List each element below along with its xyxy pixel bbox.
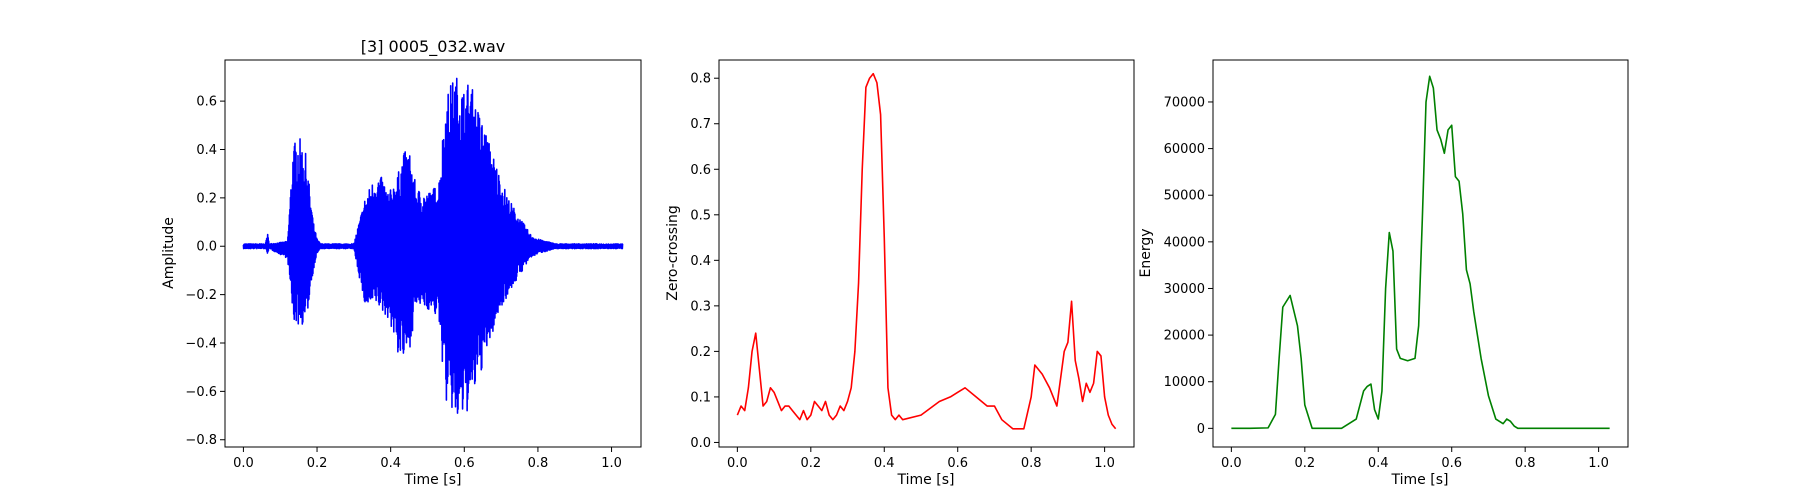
y-tick-label: −0.4 [185, 336, 217, 351]
y-tick-label: 70000 [1164, 95, 1205, 110]
y-tick-label: 0.0 [196, 240, 217, 255]
x-tick-label: 0.2 [1294, 456, 1315, 471]
series-line [736, 72, 1117, 430]
x-tick-label: 0.6 [947, 456, 968, 471]
x-tick-label: 0.2 [800, 456, 821, 471]
y-tick-label: 0.2 [690, 345, 711, 360]
x-tick-label: 0.2 [307, 456, 328, 471]
y-tick-label: 0.5 [690, 208, 711, 223]
x-tick-label: 1.0 [601, 456, 622, 471]
y-tick-label: 0 [1197, 422, 1205, 437]
zero-crossing-panel: 0.0 0.2 0.4 0.6 0.8 1.0 0.0 0.1 0.2 0.3 0.4 0.5 0.6 0… [665, 59, 1135, 488]
x-tick-label: 0.4 [1368, 456, 1389, 471]
y-tick-label: 0.7 [690, 117, 711, 132]
y-tick-label: 10000 [1164, 375, 1205, 390]
y-tick-label: 0.4 [690, 254, 711, 269]
x-tick-label: 0.8 [1021, 456, 1042, 471]
x-tick-label: 0.4 [874, 456, 895, 471]
x-tick-label: 0.8 [1515, 456, 1536, 471]
energy-plot-area: 0.0 0.2 0.4 0.6 0.8 1.0 0 10000 20000 30000 40000 5… [1164, 59, 1629, 471]
y-tick-label: 30000 [1164, 282, 1205, 297]
y-tick-label: 0.6 [196, 95, 217, 110]
waveform-line [242, 77, 624, 414]
y-tick-label: 20000 [1164, 329, 1205, 344]
x-tick-label: 1.0 [1588, 456, 1609, 471]
y-tick-label: −0.6 [185, 385, 217, 400]
plot-frame [718, 59, 1135, 448]
y-tick-label: 0.4 [196, 143, 217, 158]
x-tick-label: 0.8 [528, 456, 549, 471]
y-tick-label: 0.1 [690, 390, 711, 405]
y-tick-label: 40000 [1164, 235, 1205, 250]
y-axis-label: Amplitude [161, 217, 177, 289]
y-axis-label: Energy [1138, 228, 1154, 277]
y-tick-label: 0.3 [690, 299, 711, 314]
x-tick-label: 1.0 [1094, 456, 1115, 471]
x-axis-label: Time [s] [404, 472, 462, 488]
y-tick-label: 0.0 [690, 436, 711, 451]
x-tick-label: 0.0 [727, 456, 748, 471]
y-tick-label: −0.2 [185, 288, 217, 303]
x-axis-label: Time [s] [897, 472, 955, 488]
y-tick-label: 0.6 [690, 163, 711, 178]
y-tick-label: 0.2 [196, 191, 217, 206]
x-tick-label: 0.6 [1441, 456, 1462, 471]
plot-frame [224, 59, 642, 448]
x-tick-label: 0.0 [233, 456, 254, 471]
chart-title: [3] 0005_032.wav [361, 37, 505, 57]
amplitude-panel: [3] 0005_032.wav 0.0 0.2 0.4 0.6 0.8 1.0 −0.8 −… [161, 37, 642, 488]
y-tick-label: −0.8 [185, 433, 217, 448]
x-tick-label: 0.0 [1221, 456, 1242, 471]
y-tick-label: 50000 [1164, 189, 1205, 204]
series-line [1231, 75, 1610, 430]
x-axis-label: Time [s] [1391, 472, 1449, 488]
zero-crossing-plot-area: 0.0 0.2 0.4 0.6 0.8 1.0 0.0 0.1 0.2 0.3 0.4 0.5 0.6 0… [690, 59, 1135, 471]
energy-panel: 0.0 0.2 0.4 0.6 0.8 1.0 0 10000 20000 30000 40000 5… [1138, 59, 1629, 488]
x-tick-label: 0.4 [380, 456, 401, 471]
y-tick-label: 60000 [1164, 142, 1205, 157]
y-tick-label: 0.8 [690, 72, 711, 87]
amplitude-plot-area: 0.0 0.2 0.4 0.6 0.8 1.0 −0.8 −0.6 −0.4 −0.2 0.0 0.2… [185, 59, 642, 471]
plot-frame [1212, 59, 1629, 448]
x-tick-label: 0.6 [454, 456, 475, 471]
y-axis-label: Zero-crossing [665, 205, 681, 300]
